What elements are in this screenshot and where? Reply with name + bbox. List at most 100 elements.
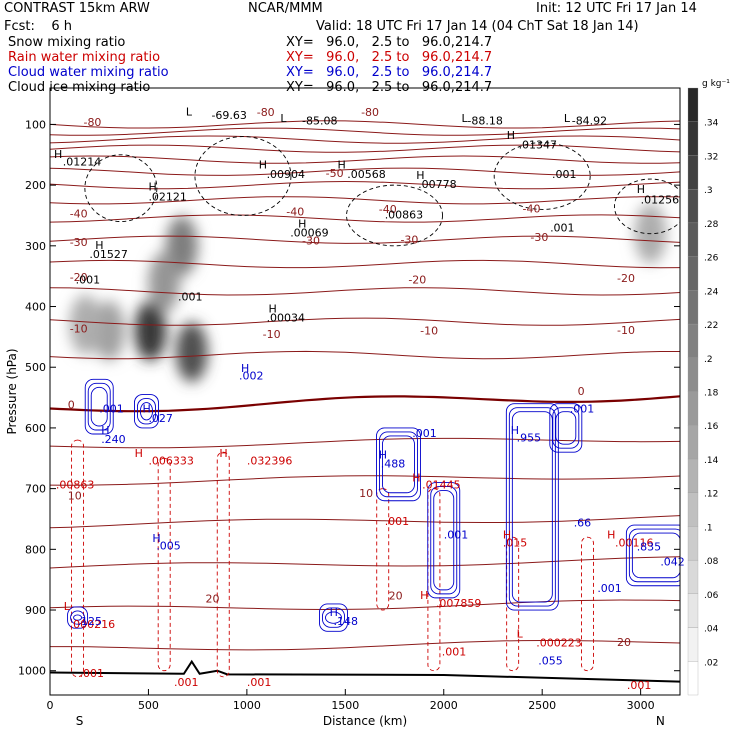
y-tick-label: 400 — [25, 301, 46, 314]
isotherm-label: -20 — [617, 272, 635, 285]
extremum-marker: H — [219, 447, 227, 460]
extremum-marker: H — [152, 532, 160, 545]
extremum-marker: L — [517, 627, 524, 640]
cloud-water-contour — [382, 435, 415, 494]
cloud-water-contour — [505, 403, 559, 611]
extremum-marker: H — [379, 448, 387, 461]
extremum-marker: H — [637, 183, 645, 196]
isotherm-label: -30 — [70, 236, 88, 249]
isotherm — [50, 556, 680, 569]
ice-contour — [614, 178, 680, 235]
colorbar-segment — [687, 458, 699, 493]
isotherm-label: 20 — [206, 593, 220, 606]
contour-labels: -80 -80 -80 -50 -40 -40 -40 -40 -30 -30 -30 -30 -20 -… — [54, 105, 685, 692]
colorbar-segment — [687, 323, 699, 358]
colorbar-label: .28 — [704, 220, 719, 230]
ice-value-label: .01527 — [89, 248, 128, 261]
cloud-water-value-label: .001 — [412, 427, 437, 440]
x-tick-label: 2000 — [430, 699, 458, 712]
extremum-marker: H — [101, 424, 109, 437]
isotherm-label: -40 — [70, 207, 88, 220]
colorbar-label: .08 — [704, 557, 719, 567]
cloud-water-value-label: .001 — [597, 582, 622, 595]
extremum-marker: H — [511, 424, 519, 437]
cloud-water-value-label: .027 — [148, 412, 173, 425]
extremum-marker: H — [607, 528, 615, 541]
cloud-water-value-label: .002 — [239, 369, 264, 382]
cloud-water-contour — [84, 378, 114, 435]
colorbar-label: .16 — [704, 422, 719, 432]
extremum-marker: H — [298, 218, 306, 231]
isotherm — [50, 437, 680, 449]
snow-blob — [134, 300, 167, 361]
isotherm-label: -10 — [70, 323, 88, 336]
freezing-level-line — [50, 395, 680, 413]
extremum-marker: L — [280, 112, 287, 125]
extremum-marker: H — [54, 148, 62, 161]
extremum-marker: H — [330, 606, 338, 619]
snow-blob — [175, 322, 208, 383]
isotherm — [50, 515, 680, 529]
cloud-water-contour — [322, 607, 345, 628]
ice-value-label: .01256 — [641, 193, 680, 206]
isotherm — [50, 155, 680, 164]
colorbar-segment — [687, 189, 699, 224]
extremum-marker: H — [95, 239, 103, 252]
colorbar-segment — [687, 526, 699, 561]
colorbar: .02 .04 .06 .08 .1 .12 .14 .16 .18 .2 .22 .24 .26 .28… — [687, 79, 730, 696]
legend-rain-label: Rain water mixing ratio — [8, 50, 161, 65]
cloud-water-contour — [87, 382, 111, 431]
x-tick-label: 0 — [47, 699, 54, 712]
terrain-line — [50, 659, 680, 683]
colorbar-label: .04 — [704, 625, 719, 635]
cloud-water-contour — [137, 398, 156, 425]
ice-value-label: .00069 — [290, 227, 329, 240]
ice-contour — [346, 184, 443, 247]
isotherm-label: -80 — [83, 116, 101, 129]
colorbar-segment — [687, 222, 699, 257]
isotherm — [50, 144, 680, 153]
snow-blob — [69, 294, 102, 355]
isotherm-label: 10 — [68, 490, 82, 503]
colorbar-segment — [687, 121, 699, 156]
ice-value-label: .001 — [552, 168, 577, 181]
legend-snow-label: Snow mixing ratio — [8, 35, 126, 50]
isotherm-label: -40 — [523, 202, 541, 215]
extremum-marker: H — [412, 471, 420, 484]
cloud-water-value-label: .055 — [538, 655, 563, 668]
rain-value-label: .001 — [80, 667, 105, 680]
extremum-marker: H — [337, 159, 345, 172]
extremum-marker: H — [148, 181, 156, 194]
isotherm-label: -40 — [379, 203, 397, 216]
rain-value-label: .007859 — [436, 597, 482, 610]
ice-value-label: -88.18 — [467, 114, 502, 127]
isotherm-label: -20 — [70, 271, 88, 284]
cloud-water-contour — [631, 532, 680, 579]
y-tick-label: 100 — [25, 118, 46, 131]
isotherm-label: -40 — [286, 205, 304, 218]
cloud-water-contour — [140, 402, 153, 421]
cloud-water-contour — [555, 411, 577, 445]
snow-blob — [93, 300, 126, 361]
ice-value-label: .00568 — [347, 168, 386, 181]
rain-value-label: .015 — [503, 536, 528, 549]
cloud-water-value-label: .005 — [156, 539, 181, 552]
colorbar-label: .3 — [704, 186, 713, 196]
extremum-marker: H — [503, 528, 511, 541]
isotherm — [50, 235, 680, 244]
extremum-marker: H — [259, 159, 267, 172]
cloud-water-value-label: .66 — [574, 516, 592, 529]
ice-value-label: .001 — [550, 221, 575, 234]
legend-cloud-water-label: Cloud water mixing ratio — [8, 65, 169, 80]
colorbar-segment — [687, 290, 699, 325]
cloud-water-value-label: .240 — [101, 433, 126, 446]
cloud-water-value-label: .955 — [517, 431, 542, 444]
forecast-hour: Fcst: 6 h — [4, 19, 73, 34]
isotherm-label: -10 — [420, 324, 438, 337]
x-tick-label: 3000 — [627, 699, 655, 712]
rain-value-label: .001 — [385, 515, 410, 528]
ice-contour — [84, 154, 158, 222]
rain-value-label: .01445 — [422, 479, 461, 492]
extremum-marker: L — [64, 600, 71, 613]
colorbar-label: .22 — [704, 321, 718, 331]
